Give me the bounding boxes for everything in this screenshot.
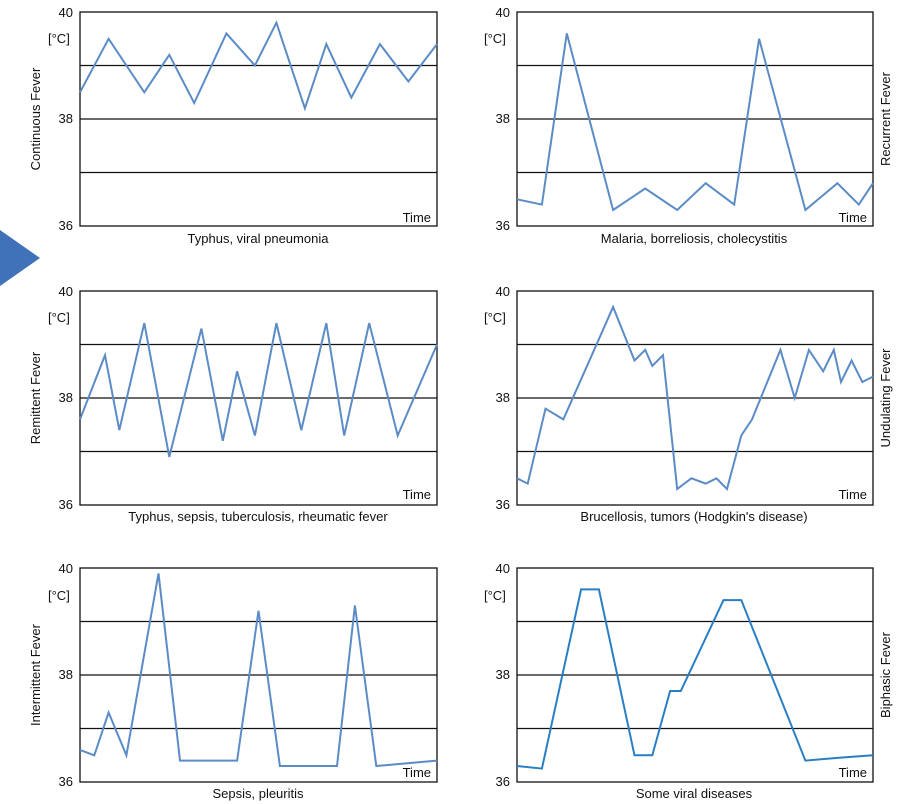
- ytick-38: 38: [59, 111, 73, 126]
- ytick-36: 36: [59, 218, 73, 233]
- panel-caption: Typhus, sepsis, tuberculosis, rheumatic …: [128, 509, 388, 524]
- x-axis-time-label: Time: [839, 487, 867, 502]
- temperature-curve: [516, 304, 874, 491]
- ytick-38: 38: [59, 667, 73, 682]
- x-axis-time-label: Time: [403, 210, 431, 225]
- temperature-curve: [79, 573, 438, 768]
- pointer-arrow-icon: [0, 230, 40, 286]
- ytick-38: 38: [496, 667, 510, 682]
- temperature-curve: [79, 20, 438, 112]
- fever-type-label: Remittent Fever: [28, 351, 43, 444]
- ytick-40: 40: [59, 561, 73, 576]
- panel-caption: Brucellosis, tumors (Hodgkin's disease): [580, 509, 807, 524]
- x-axis-time-label: Time: [839, 210, 867, 225]
- temperature-curve: [79, 322, 438, 458]
- ytick-40: 40: [496, 5, 510, 20]
- ytick-36: 36: [59, 774, 73, 789]
- panel-recurrent-fever: 40 38 36 [°C] Time Malaria, borreliosis,…: [484, 5, 893, 246]
- x-axis-time-label: Time: [839, 765, 867, 780]
- ytick-36: 36: [59, 497, 73, 512]
- ytick-36: 36: [496, 218, 510, 233]
- panel-remittent-fever: 40 38 36 [°C] Time Typhus, sepsis, tuber…: [28, 284, 438, 524]
- y-unit-label: [°C]: [48, 588, 70, 603]
- fever-type-label: Recurrent Fever: [878, 71, 893, 166]
- fever-type-label: Biphasic Fever: [878, 631, 893, 718]
- ytick-40: 40: [496, 284, 510, 299]
- fever-type-label: Undulating Fever: [878, 348, 893, 448]
- panel-intermittent-fever: 40 38 36 [°C] Time Sepsis, pleuritis Int…: [28, 561, 438, 801]
- panel-caption: Malaria, borreliosis, cholecystitis: [601, 231, 788, 246]
- panel-caption: Sepsis, pleuritis: [212, 786, 304, 801]
- ytick-40: 40: [59, 5, 73, 20]
- y-unit-label: [°C]: [484, 588, 506, 603]
- panel-caption: Typhus, viral pneumonia: [188, 231, 330, 246]
- y-unit-label: [°C]: [484, 31, 506, 46]
- y-unit-label: [°C]: [484, 310, 506, 325]
- panel-caption: Some viral diseases: [636, 786, 753, 801]
- x-axis-time-label: Time: [403, 487, 431, 502]
- ytick-40: 40: [59, 284, 73, 299]
- fever-type-label: Continuous Fever: [28, 67, 43, 170]
- temperature-curve: [516, 33, 874, 212]
- y-unit-label: [°C]: [48, 31, 70, 46]
- ytick-38: 38: [496, 390, 510, 405]
- panel-continuous-fever: 40 38 36 [°C] Time Typhus, viral pneumon…: [28, 5, 438, 246]
- ytick-38: 38: [496, 111, 510, 126]
- ytick-38: 38: [59, 390, 73, 405]
- temperature-curve: [516, 588, 874, 770]
- ytick-40: 40: [496, 561, 510, 576]
- y-unit-label: [°C]: [48, 310, 70, 325]
- fever-type-label: Intermittent Fever: [28, 623, 43, 726]
- ytick-36: 36: [496, 497, 510, 512]
- ytick-36: 36: [496, 774, 510, 789]
- panel-undulating-fever: 40 38 36 [°C] Time Brucellosis, tumors (…: [484, 284, 893, 524]
- panel-biphasic-fever: 40 38 36 [°C] Time Some viral diseases B…: [484, 561, 893, 801]
- x-axis-time-label: Time: [403, 765, 431, 780]
